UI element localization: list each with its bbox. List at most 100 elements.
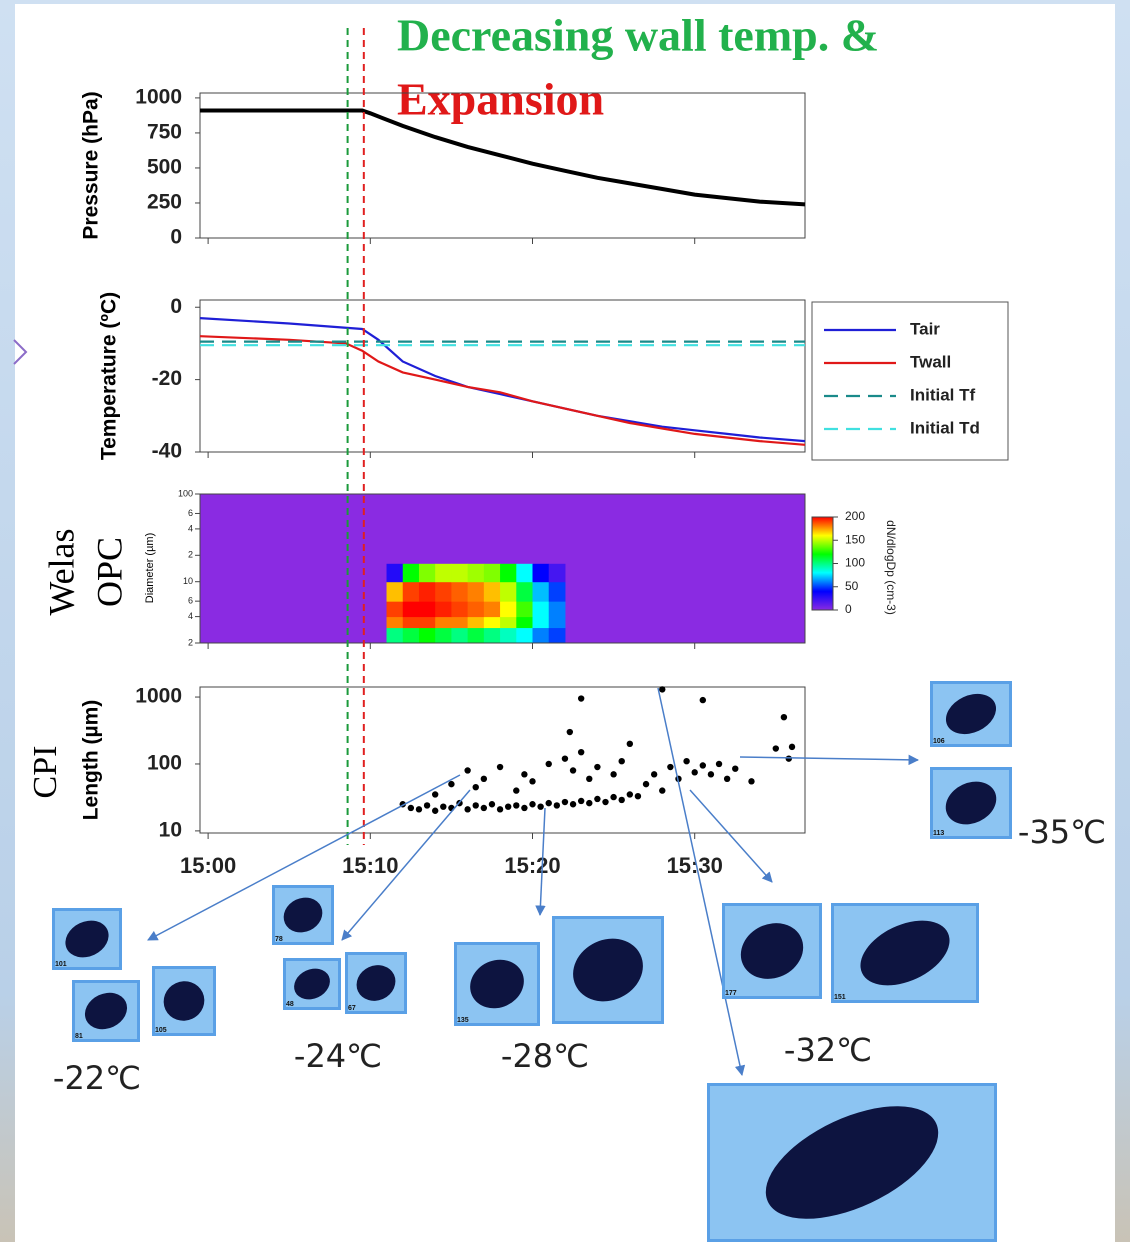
scatter-point [618,757,625,765]
scatter-point [553,802,561,809]
temperature-label: -35℃ [1018,813,1106,851]
scatter-point [529,778,536,785]
crystal [573,938,643,1002]
scatter-point [577,695,585,702]
scatter-point [785,755,792,762]
heatmap-cell [516,616,534,629]
arrow [657,687,746,1077]
y-axis-label: OPC [89,537,129,607]
heatmap-cell [402,581,420,602]
scatter-point [594,795,601,803]
scatter-point [707,771,715,778]
heatmap-cell [386,601,404,618]
scatter-point [788,743,796,751]
heatmap-cell [532,563,550,583]
image-label: 177 [725,990,737,997]
crystal [356,965,396,1001]
slide-arrow [13,339,28,365]
scatter-point [529,801,536,808]
image-label: 135 [457,1017,469,1024]
temperature-label: -24℃ [294,1037,382,1075]
crystal [283,897,323,933]
heatmap-cell [451,616,469,629]
heatmap-cell [451,563,469,583]
image-label: 81 [75,1033,83,1040]
scatter-point [586,775,593,783]
heatmap-cell [548,563,566,583]
heatmap-cell [516,601,534,618]
heatmap-cell [548,601,566,618]
scatter-point [448,780,455,788]
heatmap-cell [483,627,501,644]
scatter-point [626,791,634,798]
crystal [860,920,950,986]
heatmap-cell [435,616,452,629]
heatmap-cell [402,616,420,629]
scatter-point [699,762,707,769]
scatter-point [496,806,504,813]
y-tick-label: 250 [147,191,182,214]
temperature-label: -28℃ [501,1037,589,1075]
plot-frame [199,686,806,834]
scatter-point [464,806,471,813]
scatter-point [659,787,666,794]
scatter-point [772,745,780,752]
y-tick-label: 750 [147,120,182,143]
heatmap-cell [418,581,436,602]
scatter-point [650,771,658,778]
y-axis-label: Temperature (ºC) [98,292,121,460]
scatter-point [659,686,666,693]
scatter-point [626,740,634,748]
scatter-point [602,798,609,806]
heatmap-cell [386,627,404,644]
crystal [294,968,330,1000]
colorbar-label: dN/dlogDp (cm-3) [884,520,898,615]
heatmap-cell [467,627,485,644]
heatmap-cell [451,601,469,618]
scatter-point [577,797,585,805]
heatmap-cell [548,627,566,644]
image-label: 113 [933,830,944,837]
heatmap-cell [516,563,534,583]
arrow [147,774,461,941]
scatter-point [610,793,617,801]
crystal [84,992,128,1030]
scatter-point [566,728,574,736]
scatter-point [642,780,650,788]
y-tick-label: 4 [188,611,193,621]
image-label: 151 [834,994,846,1001]
image-label: 78 [275,936,283,943]
y-tick-label: 500 [147,155,182,178]
legend-label: Initial Td [910,418,980,437]
heatmap-cell [418,616,436,629]
heatmap-cell [386,563,404,583]
heatmap-cell [386,581,404,602]
heatmap-cell [500,601,517,618]
scatter-point [634,792,642,800]
y-axis-label: CPI [27,746,64,799]
heatmap-cell [402,563,420,583]
scatter-point [431,791,439,798]
heatmap-cell [451,581,469,602]
heatmap-cell [516,627,534,644]
title-line-1: Decreasing wall temp. & [397,10,879,61]
heatmap-cell [532,601,550,618]
temperature-label: -32℃ [784,1031,872,1069]
legend-label: Twall [910,352,951,371]
heatmap-cell [467,563,485,583]
legend-label: Tair [910,319,940,338]
heatmap-cell [402,601,420,618]
heatmap-cell [467,581,485,602]
scatter-point [586,799,593,807]
y-tick-label: 100 [147,752,182,775]
scatter-point [521,771,528,778]
plot-frame [199,92,806,239]
y-tick-label: 0 [170,295,182,318]
scatter-point [594,763,601,771]
y-tick-label: 100 [178,488,193,498]
scatter-point [545,799,552,807]
colorbar-tick-label: 100 [845,556,865,570]
heatmap-cell [435,581,452,602]
heatmap-cell [483,581,501,602]
